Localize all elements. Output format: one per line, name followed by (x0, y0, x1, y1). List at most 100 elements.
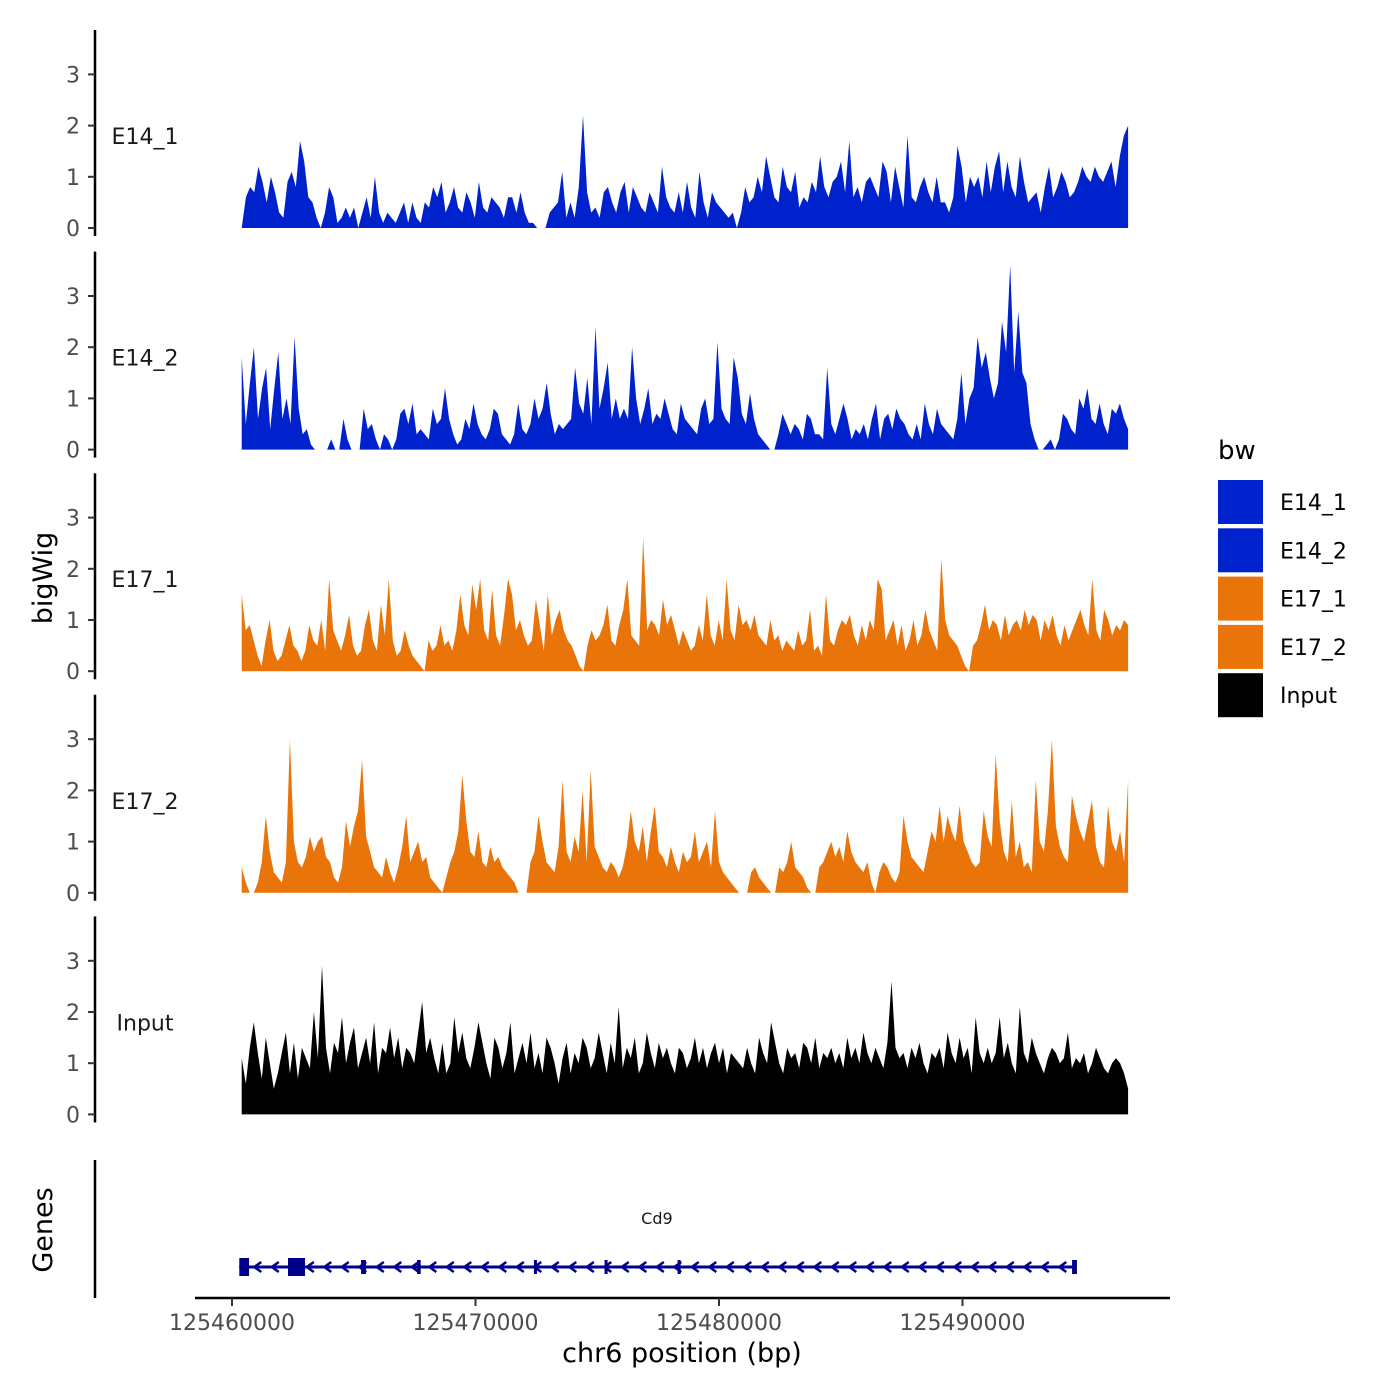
strand-arrow (462, 1260, 473, 1274)
x-axis-title: chr6 position (bp) (562, 1338, 802, 1369)
y-axis-title: bigWig (28, 532, 59, 625)
strand-arrow (1022, 1260, 1033, 1274)
strand-arrow (759, 1260, 770, 1274)
legend-key-e14-2 (1218, 528, 1263, 573)
track-e17-1: 0 1 2 3 E17_1 (66, 473, 1129, 685)
legend-label-e14-1: E14_1 (1280, 491, 1347, 516)
strand-arrow (602, 1260, 613, 1274)
x-axis: 125460000 125470000 125480000 125490000 (169, 1296, 1170, 1336)
strand-arrow (952, 1260, 963, 1274)
strand-arrow (392, 1260, 403, 1274)
strand-arrow (724, 1260, 735, 1274)
strand-arrow (427, 1260, 438, 1274)
legend-key-e17-1 (1218, 576, 1263, 621)
strand-arrow (777, 1260, 788, 1274)
y-tick-label: 1 (66, 1052, 80, 1077)
strand-arrow (707, 1260, 718, 1274)
x-tick-label: 125480000 (656, 1311, 782, 1336)
legend-label-e17-2: E17_2 (1280, 636, 1347, 661)
gene-exon (1072, 1260, 1077, 1274)
strand-arrow (987, 1260, 998, 1274)
gene-label: Cd9 (641, 1209, 673, 1228)
x-tick-label: 125490000 (900, 1311, 1026, 1336)
y-tick-label: 3 (66, 950, 80, 975)
y-tick-label: 1 (66, 609, 80, 634)
y-tick-label: 0 (66, 217, 80, 242)
gene-model (239, 1258, 1077, 1276)
y-tick-label: 0 (66, 1103, 80, 1128)
signal-area-e14-1 (241, 115, 1129, 228)
legend: bw E14_1 E14_2 E17_1 E17_2 Input (1218, 436, 1347, 718)
track-label: E17_2 (112, 790, 179, 815)
track-e14-2: 0 1 2 3 E14_2 (66, 251, 1129, 464)
strand-arrow (882, 1260, 893, 1274)
strand-arrow (322, 1260, 333, 1274)
strand-arrow (934, 1260, 945, 1274)
gene-exon (361, 1260, 366, 1274)
strand-arrow (829, 1260, 840, 1274)
strand-arrow (304, 1260, 315, 1274)
strand-arrow (479, 1260, 490, 1274)
gene-exon (604, 1260, 608, 1274)
strand-arrow (252, 1260, 263, 1274)
y-tick-label: 1 (66, 831, 80, 856)
track-e14-1: 0 1 2 3 E14_1 (66, 30, 1129, 242)
strand-arrow (864, 1260, 875, 1274)
y-tick-label: 0 (66, 882, 80, 907)
strand-arrow (567, 1260, 578, 1274)
y-tick-label: 2 (66, 115, 80, 140)
strand-arrow (847, 1260, 858, 1274)
track-label: E17_1 (112, 568, 179, 593)
strand-arrow (689, 1260, 700, 1274)
y-tick-label: 1 (66, 387, 80, 412)
strand-arrow (374, 1260, 385, 1274)
gene-exon (288, 1258, 306, 1276)
gene-exon (533, 1260, 537, 1274)
legend-key-input (1218, 673, 1263, 718)
strand-arrow (637, 1260, 648, 1274)
strand-arrow (917, 1260, 928, 1274)
track-e17-2: 0 1 2 3 E17_2 (66, 694, 1129, 907)
y-tick-label: 3 (66, 728, 80, 753)
strand-arrow (1004, 1260, 1015, 1274)
gene-exon (677, 1260, 681, 1274)
y-tick-label: 0 (66, 660, 80, 685)
legend-label-input: Input (1280, 684, 1337, 709)
strand-arrow (444, 1260, 455, 1274)
strand-arrow (339, 1260, 350, 1274)
y-tick-label: 2 (66, 336, 80, 361)
genes-panel: Genes Cd9 (28, 1160, 1077, 1298)
gene-exon (417, 1260, 421, 1274)
y-tick-label: 2 (66, 779, 80, 804)
y-tick-label: 2 (66, 558, 80, 583)
track-label: E14_1 (112, 125, 179, 150)
track-label: E14_2 (112, 347, 179, 372)
strand-arrow (619, 1260, 630, 1274)
signal-area-e17-2 (241, 739, 1129, 893)
strand-arrow (654, 1260, 665, 1274)
strand-arrow (1057, 1260, 1068, 1274)
strand-arrow (794, 1260, 805, 1274)
track-input: 0 1 2 3 Input (66, 916, 1129, 1128)
y-tick-label: 1 (66, 166, 80, 191)
signal-area-e17-1 (241, 538, 1129, 672)
strand-arrow (497, 1260, 508, 1274)
track-label: Input (117, 1011, 174, 1036)
signal-tracks: 0 1 2 3 E14_1 0 1 2 3 E14_2 0 1 2 3 E17_1 0 1 2 3 E17_2 0 1 2 3… (66, 30, 1129, 1128)
legend-label-e17-1: E17_1 (1280, 588, 1347, 613)
x-tick-label: 125460000 (169, 1311, 295, 1336)
legend-label-e14-2: E14_2 (1280, 539, 1347, 564)
strand-arrow (899, 1260, 910, 1274)
legend-title: bw (1218, 436, 1256, 466)
gene-exon (239, 1258, 250, 1276)
strand-arrow (549, 1260, 560, 1274)
strand-arrow (812, 1260, 823, 1274)
y-tick-label: 3 (66, 285, 80, 310)
strand-arrow (514, 1260, 525, 1274)
genes-panel-title: Genes (28, 1187, 59, 1272)
strand-arrow (1039, 1260, 1050, 1274)
strand-arrow (409, 1260, 420, 1274)
y-tick-label: 3 (66, 507, 80, 532)
signal-area-e14-2 (241, 265, 1129, 450)
